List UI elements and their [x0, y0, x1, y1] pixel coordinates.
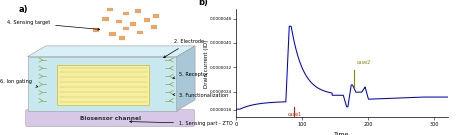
FancyBboxPatch shape: [26, 110, 195, 127]
Text: 2. Electrode: 2. Electrode: [164, 39, 205, 58]
Text: 6. Ion gating: 6. Ion gating: [0, 78, 38, 87]
Text: case1: case1: [287, 112, 302, 117]
Text: b): b): [198, 0, 208, 7]
FancyBboxPatch shape: [57, 65, 149, 105]
Polygon shape: [177, 46, 195, 111]
Text: 3. Functionalization: 3. Functionalization: [173, 93, 228, 98]
Polygon shape: [28, 46, 195, 57]
Text: 1. Sensing part - ZTO: 1. Sensing part - ZTO: [130, 121, 233, 126]
FancyBboxPatch shape: [28, 57, 177, 111]
Text: Biosensor channel: Biosensor channel: [79, 116, 141, 121]
Text: a): a): [18, 5, 28, 14]
Y-axis label: Drain current (ID): Drain current (ID): [204, 39, 208, 88]
X-axis label: Time: Time: [334, 132, 350, 135]
Text: 5. Receptor: 5. Receptor: [173, 72, 208, 79]
Text: 4. Sensing target: 4. Sensing target: [7, 20, 100, 30]
Text: case2: case2: [357, 60, 371, 65]
